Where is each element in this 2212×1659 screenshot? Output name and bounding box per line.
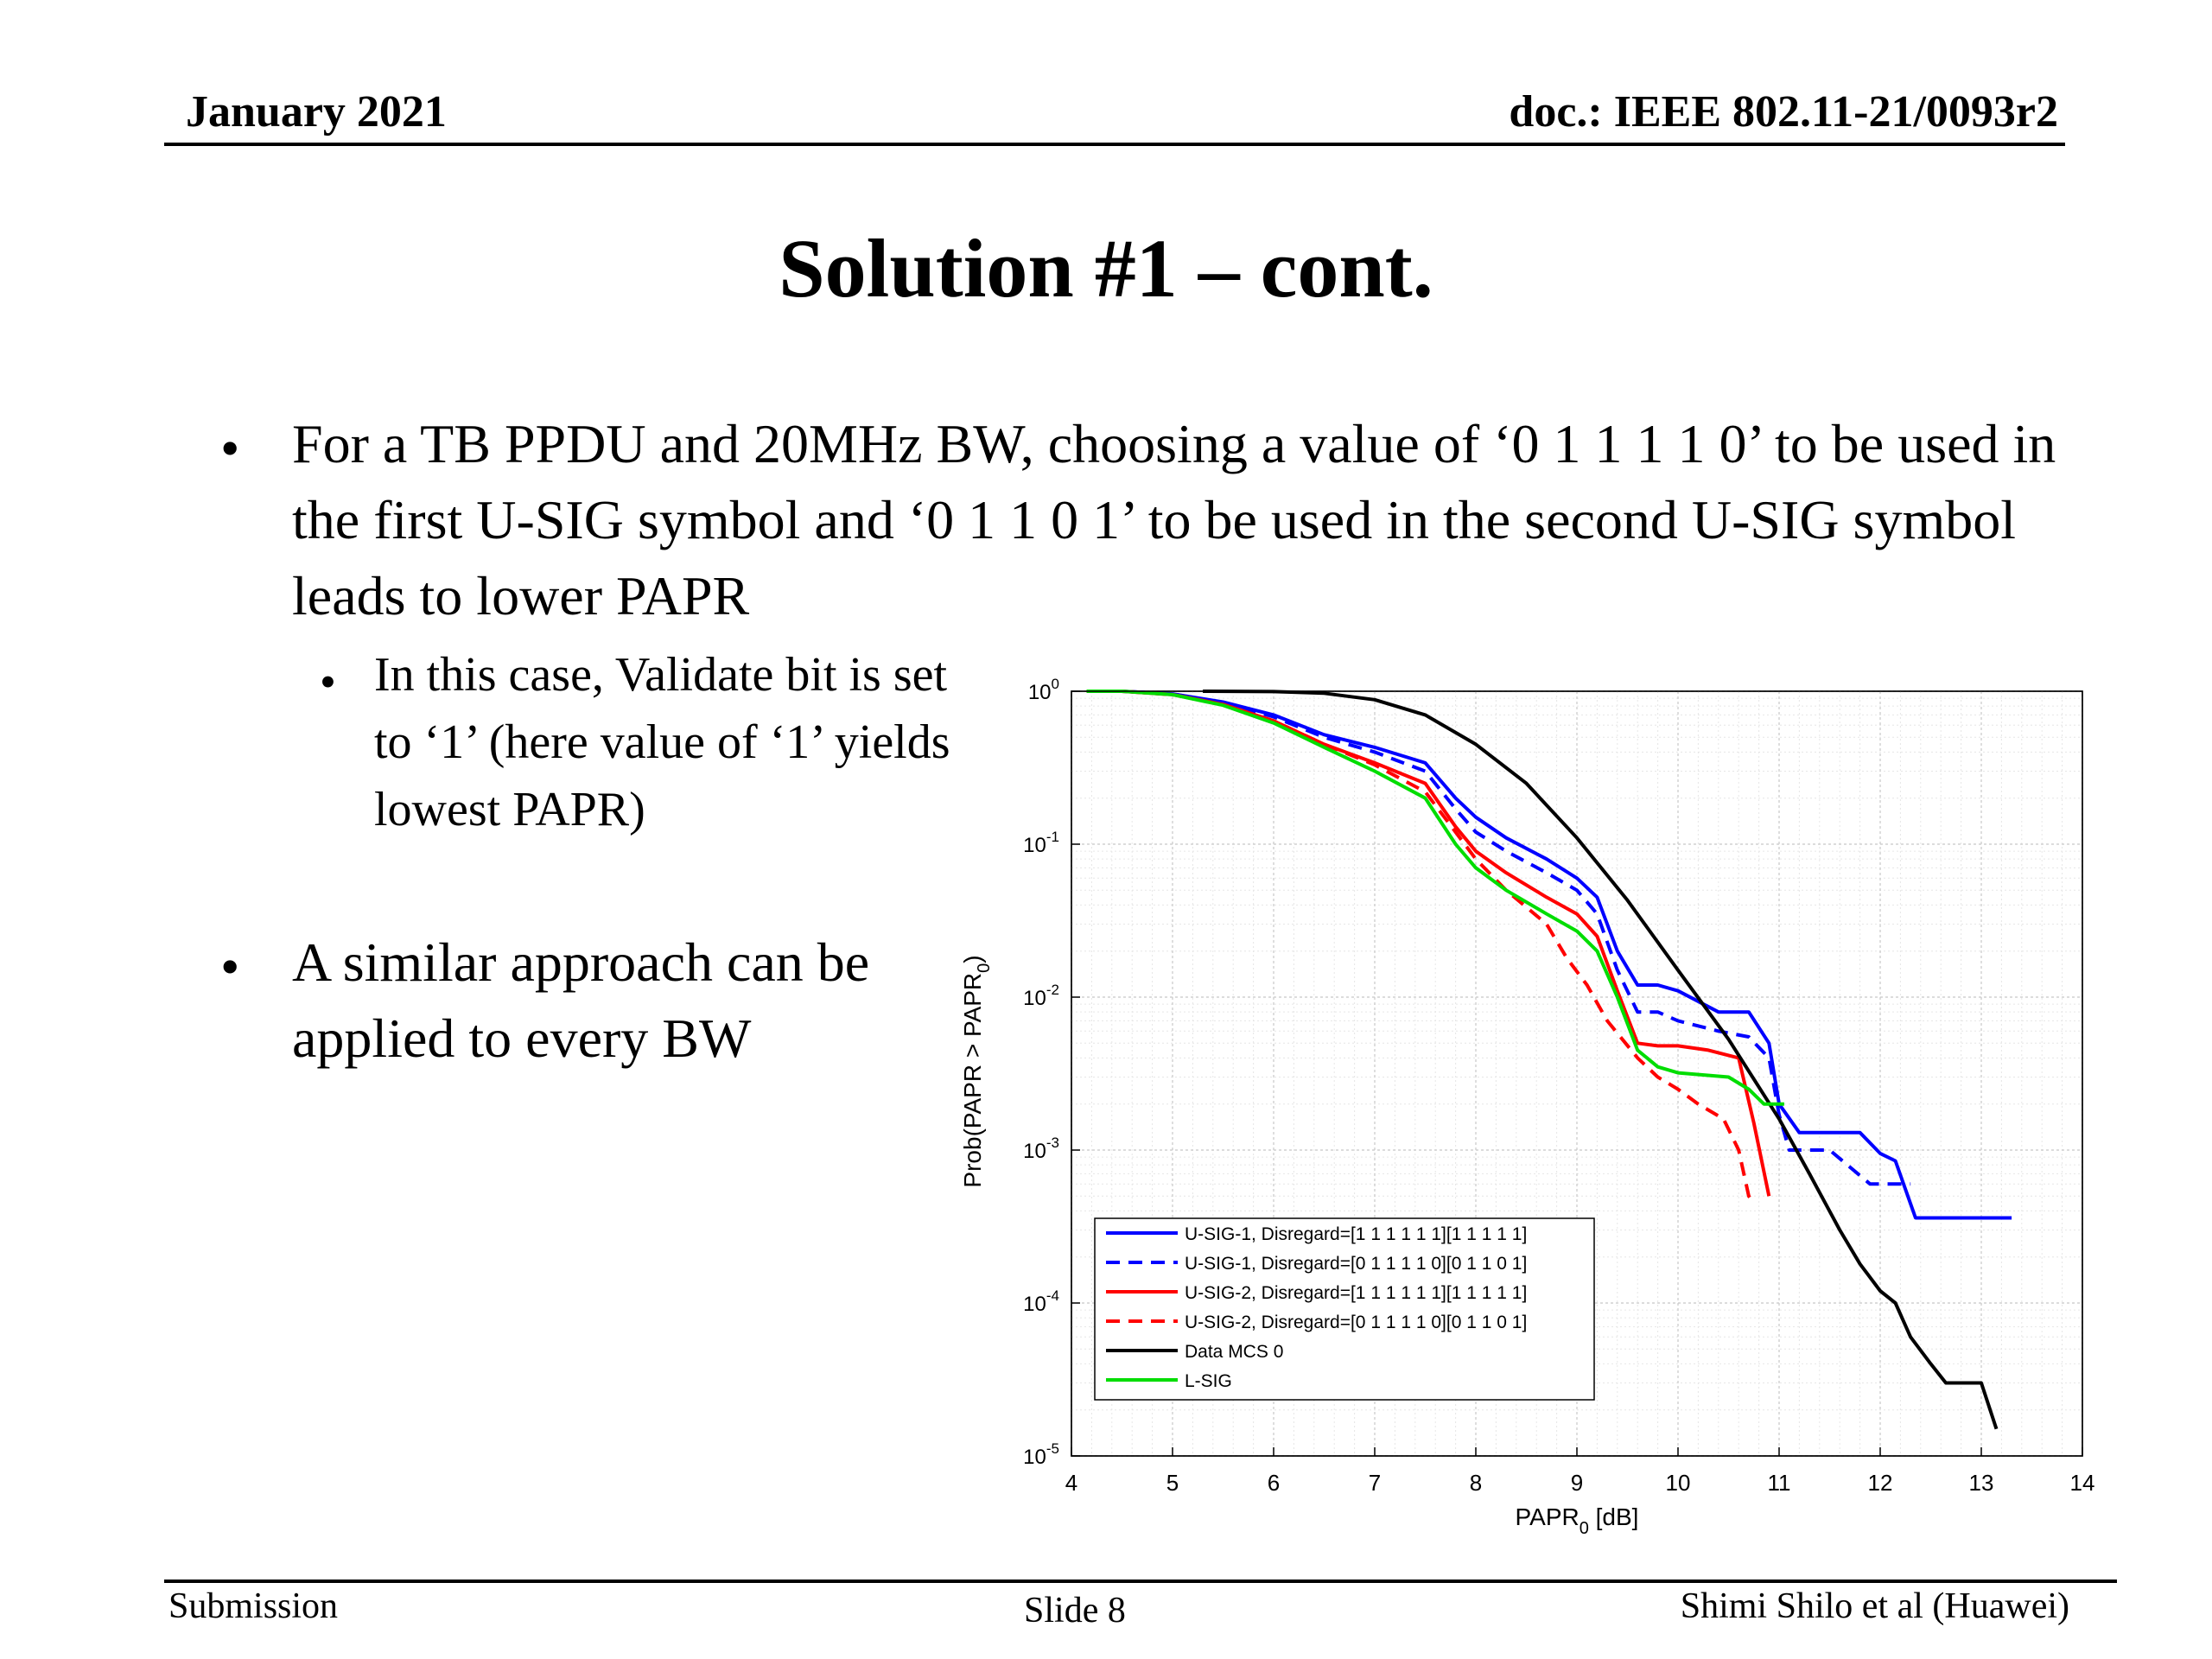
legend: U-SIG-1, Disregard=[1 1 1 1 1 1][1 1 1 1… — [1094, 1217, 1595, 1401]
footer-slide-number: Slide 8 — [1024, 1591, 1126, 1630]
y-tick-label: 10-2 — [1023, 982, 1059, 1010]
y-tick-label: 10-4 — [1023, 1287, 1059, 1316]
legend-label: U-SIG-1, Disregard=[1 1 1 1 1 1][1 1 1 1… — [1185, 1224, 1527, 1244]
legend-label: Data MCS 0 — [1185, 1342, 1283, 1362]
papr-ccdf-chart: 4 5 6 7 8 9 10 11 12 13 14 100 10-1 10-2 10-3 10-4 10-5… — [959, 676, 2095, 1538]
series-line — [1086, 690, 1756, 1205]
x-axis-label: PAPR0 [dB] — [1516, 1503, 1639, 1538]
footer-authors: Shimi Shilo et al (Huawei) — [1680, 1586, 2069, 1626]
slide-title: Solution #1 – cont. — [779, 222, 1433, 315]
x-tick-label: 7 — [1369, 1470, 1381, 1496]
footer-submission: Submission — [168, 1586, 339, 1626]
legend-box — [1094, 1217, 1595, 1401]
x-tick-label: 5 — [1166, 1470, 1179, 1496]
bullet-similar-approach: A similar approach can be applied to eve… — [292, 931, 870, 1069]
series-line — [1086, 690, 2012, 1220]
x-tick-label: 14 — [2070, 1470, 2095, 1496]
y-tick-label: 100 — [1028, 676, 1059, 704]
series-lines — [1086, 690, 2012, 1430]
x-tick-label: 12 — [1868, 1470, 1893, 1496]
header-date: January 2021 — [186, 87, 447, 137]
header-doc-number: doc.: IEEE 802.11-21/0093r2 — [1509, 87, 2058, 137]
y-axis-label: Prob(PAPR > PAPR0) — [959, 955, 994, 1187]
y-tick-label: 10-1 — [1023, 829, 1059, 857]
x-tick-labels: 4 5 6 7 8 9 10 11 12 13 14 — [1065, 1447, 2095, 1496]
plot-frame — [1071, 690, 2083, 1457]
legend-label: U-SIG-2, Disregard=[1 1 1 1 1 1][1 1 1 1… — [1185, 1283, 1527, 1303]
footer-rule — [164, 1580, 2117, 1583]
bullet-dot: • — [220, 417, 240, 479]
y-tick-label: 10-5 — [1023, 1440, 1059, 1469]
x-tick-label: 9 — [1571, 1470, 1583, 1496]
y-tick-labels: 100 10-1 10-2 10-3 10-4 10-5 — [1023, 676, 1080, 1469]
x-tick-label: 8 — [1470, 1470, 1482, 1496]
x-tick-label: 11 — [1768, 1470, 1791, 1496]
x-tick-label: 10 — [1666, 1470, 1691, 1496]
bullet-papr-choice: For a TB PPDU and 20MHz BW, choosing a v… — [292, 413, 2056, 626]
legend-label: L-SIG — [1185, 1371, 1232, 1391]
x-tick-label: 13 — [1969, 1470, 1994, 1496]
legend-label: U-SIG-2, Disregard=[0 1 1 1 1 0][0 1 1 0… — [1185, 1313, 1527, 1332]
header-rule — [164, 143, 2065, 146]
series-line — [1203, 690, 1999, 1430]
x-tick-label: 4 — [1065, 1470, 1077, 1496]
series-line — [1086, 690, 1784, 1106]
sub-bullet-dot: • — [320, 656, 336, 708]
sub-bullet-validate-bit: In this case, Validate bit is set to ‘1’… — [374, 648, 950, 836]
y-tick-label: 10-3 — [1023, 1135, 1059, 1163]
x-tick-label: 6 — [1268, 1470, 1280, 1496]
legend-label: U-SIG-1, Disregard=[0 1 1 1 1 0][0 1 1 0… — [1185, 1254, 1527, 1274]
bullet-dot: • — [220, 936, 240, 997]
